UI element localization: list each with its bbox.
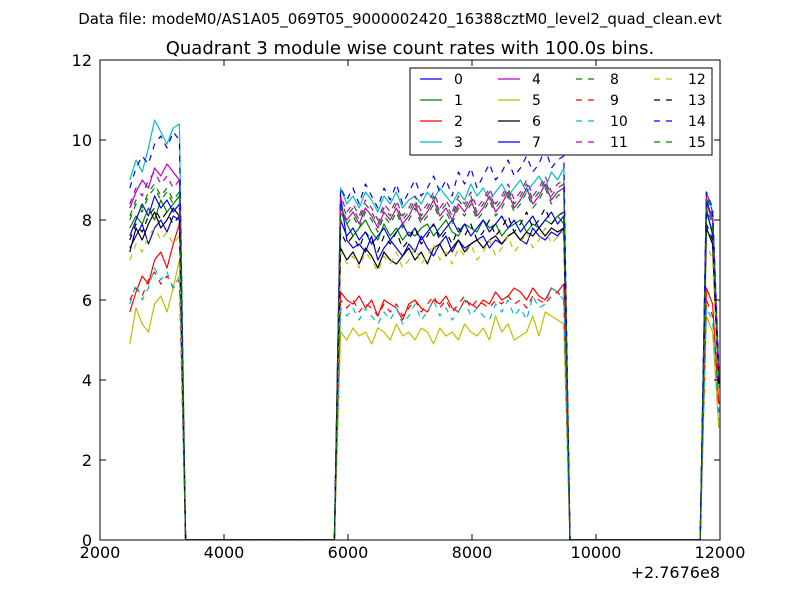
series-line-13 — [129, 207, 720, 540]
legend-label-8: 8 — [610, 72, 619, 88]
x-tick-label: 8000 — [452, 543, 493, 562]
series-line-1 — [129, 195, 720, 540]
legend-label-7: 7 — [532, 135, 541, 151]
series-line-8 — [129, 179, 720, 540]
y-tick-label: 2 — [82, 451, 92, 470]
legend-label-11: 11 — [610, 135, 628, 151]
data-file-header: Data file: modeM0/AS1A05_069T05_90000024… — [78, 10, 722, 29]
y-tick-label: 12 — [72, 51, 92, 70]
legend-label-9: 9 — [610, 93, 619, 109]
legend-label-1: 1 — [454, 93, 463, 109]
series-line-7 — [129, 195, 720, 540]
y-tick-label: 0 — [82, 531, 92, 550]
legend-label-10: 10 — [610, 114, 628, 130]
legend-label-4: 4 — [532, 72, 541, 88]
y-tick-label: 8 — [82, 211, 92, 230]
series-line-2 — [129, 223, 720, 540]
series-line-11 — [129, 171, 720, 540]
series-line-4 — [129, 163, 720, 540]
legend-label-12: 12 — [688, 72, 706, 88]
x-tick-label: 2000 — [80, 543, 121, 562]
legend-label-5: 5 — [532, 93, 541, 109]
legend-label-0: 0 — [454, 72, 463, 88]
x-tick-label: 6000 — [328, 543, 369, 562]
x-tick-label: 10000 — [571, 543, 622, 562]
x-offset-label: +2.7676e8 — [631, 563, 720, 582]
series-lines — [129, 119, 720, 540]
chart-title: Quadrant 3 module wise count rates with … — [166, 38, 655, 59]
legend-label-14: 14 — [688, 114, 706, 130]
series-line-14 — [129, 131, 720, 540]
legend-label-2: 2 — [454, 114, 463, 130]
series-line-5 — [129, 259, 720, 540]
legend-label-6: 6 — [532, 114, 541, 130]
legend-box — [409, 67, 713, 156]
legend-label-15: 15 — [688, 135, 706, 151]
plot-area — [129, 119, 720, 540]
series-line-12 — [129, 227, 720, 540]
series-line-9 — [129, 271, 720, 540]
series-line-0 — [129, 195, 720, 540]
x-tick-label: 4000 — [204, 543, 245, 562]
legend-label-3: 3 — [454, 135, 463, 151]
y-tick-label: 6 — [82, 291, 92, 310]
series-line-6 — [129, 207, 720, 540]
y-tick-label: 10 — [72, 131, 92, 150]
y-tick-label: 4 — [82, 371, 92, 390]
x-tick-label: 12000 — [695, 543, 746, 562]
legend-label-13: 13 — [688, 93, 706, 109]
